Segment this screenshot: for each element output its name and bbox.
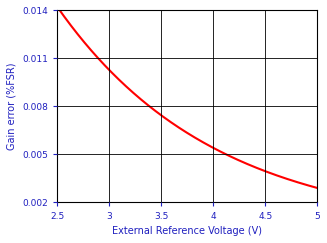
X-axis label: External Reference Voltage (V): External Reference Voltage (V) [112,226,262,236]
Y-axis label: Gain error (%FSR): Gain error (%FSR) [7,63,17,150]
